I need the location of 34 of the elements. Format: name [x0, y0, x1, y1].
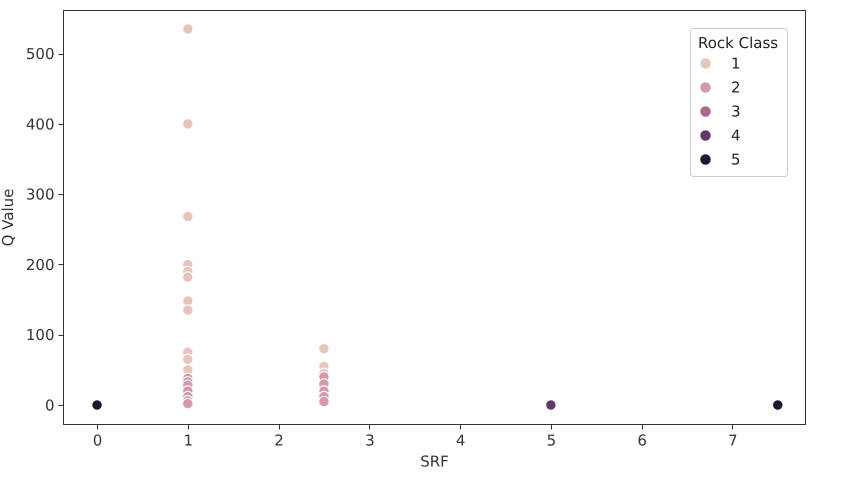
x-tick-label: 0	[92, 432, 102, 450]
point	[182, 354, 194, 366]
y-tick-label: 0	[44, 396, 54, 415]
x-tick-label: 3	[365, 432, 375, 450]
x-tick-label: 2	[274, 432, 284, 450]
y-tick-label: 100	[26, 326, 54, 344]
y-tick-label: 300	[26, 186, 54, 204]
legend-label: 2	[731, 78, 741, 96]
legend-label: 1	[731, 54, 741, 72]
point	[772, 399, 784, 411]
legend-label: 5	[731, 150, 741, 168]
x-axis-title: SRF	[420, 452, 449, 470]
x-tick-label: 6	[637, 432, 647, 450]
point	[182, 118, 194, 130]
y-tick-label: 200	[26, 256, 54, 274]
point	[182, 210, 194, 222]
legend-label: 4	[731, 126, 741, 144]
point	[318, 343, 330, 355]
point	[182, 304, 194, 316]
y-tick-label: 400	[26, 115, 54, 134]
point	[318, 396, 330, 408]
y-tick-label: 500	[26, 45, 54, 64]
y-axis-title: Q Value	[0, 188, 17, 246]
point	[182, 23, 194, 35]
x-tick-label: 4	[456, 432, 466, 450]
legend-label: 3	[731, 102, 741, 120]
point	[182, 398, 194, 410]
x-tick-label: 7	[728, 432, 738, 450]
x-tick-label: 1	[184, 432, 194, 450]
point	[545, 399, 557, 411]
point	[182, 271, 194, 283]
x-tick-label: 5	[546, 432, 556, 450]
legend-title: Rock Class	[698, 34, 778, 52]
point	[91, 399, 103, 411]
